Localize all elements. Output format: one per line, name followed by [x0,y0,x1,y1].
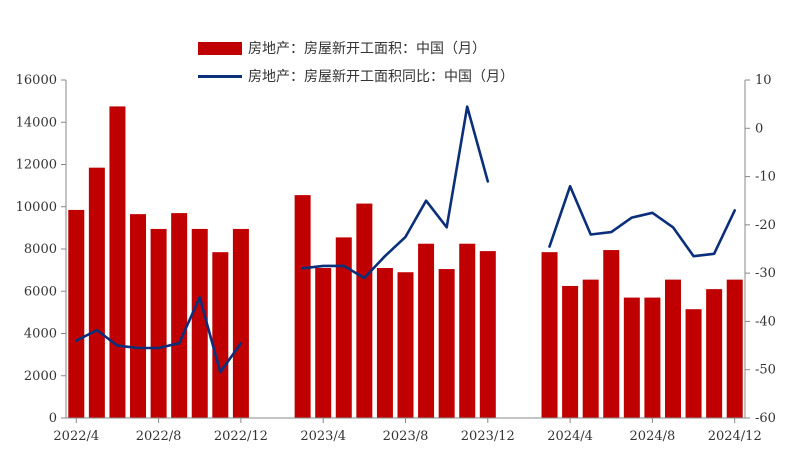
legend-item-line: 房地产：房屋新开工面积同比：中国（月） [198,62,514,90]
bar [603,250,620,418]
bar [150,228,167,418]
x-tick-label: 2022/4 [53,429,99,444]
bar [191,228,208,418]
right-tick-label: -50 [755,363,776,378]
bar [109,106,126,418]
bar [232,228,249,418]
bar [335,237,352,418]
left-tick-label: 12000 [16,158,57,173]
left-tick-label: 14000 [16,115,57,130]
yoy-line [75,105,736,374]
left-tick-label: 0 [49,411,57,426]
x-tick-label: 2023/8 [383,429,429,444]
bar [685,309,702,418]
x-tick-label: 2024/4 [547,429,593,444]
right-tick-label: -10 [755,170,776,185]
right-tick-label: -40 [755,314,776,329]
bar [541,252,558,418]
x-tick-label: 2023/4 [300,429,346,444]
bar [88,167,105,418]
bar [294,195,311,418]
bar-series [68,106,743,418]
bar [356,203,373,418]
x-tick-label: 2022/12 [214,429,268,444]
bar [376,268,393,418]
legend-swatch-line [198,74,242,78]
x-tick-label: 2023/12 [461,429,515,444]
left-tick-label: 10000 [16,200,57,215]
axes: 0 2000 4000 6000 8000 10000 12000 14000 16000 -60… [16,73,776,444]
bar [68,209,85,418]
left-tick-label: 16000 [16,73,57,88]
bar [459,243,476,418]
legend: 房地产：房屋新开工面积：中国（月） 房地产：房屋新开工面积同比：中国（月） [198,34,514,90]
bar [212,252,229,418]
right-tick-label: 10 [755,73,772,88]
right-tick-label: -20 [755,218,776,233]
bar [562,285,579,418]
right-tick-label: -30 [755,266,776,281]
bar [582,279,599,418]
right-tick-label: 0 [755,121,763,136]
bar [418,243,435,418]
legend-label-bar: 房地产：房屋新开工面积：中国（月） [248,41,486,57]
bar [664,279,681,418]
bar [171,213,188,418]
bar [438,269,455,418]
left-tick-label: 2000 [24,369,57,384]
bar [706,289,723,418]
legend-label-line: 房地产：房屋新开工面积同比：中国（月） [248,69,514,85]
legend-swatch-bar [198,41,242,55]
left-tick-label: 6000 [24,284,57,299]
left-tick-label: 4000 [24,327,57,342]
left-tick-label: 8000 [24,242,57,257]
bar [397,272,414,418]
bar [726,279,743,418]
bar [130,214,147,418]
x-tick-label: 2024/8 [630,429,676,444]
legend-item-bar: 房地产：房屋新开工面积：中国（月） [198,34,514,62]
bar [479,251,496,418]
bar [315,268,332,418]
bar [644,297,661,418]
right-tick-label: -60 [755,411,776,426]
x-tick-label: 2022/8 [136,429,182,444]
x-tick-label: 2024/12 [708,429,762,444]
bar [623,297,640,418]
